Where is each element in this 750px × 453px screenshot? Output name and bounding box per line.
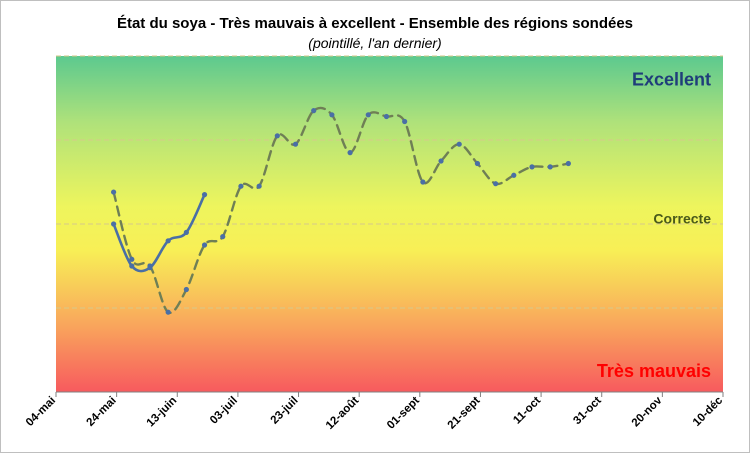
data-point: [183, 229, 189, 235]
x-tick-label: 12-août: [324, 395, 362, 433]
data-point: [311, 108, 317, 114]
y-tick-label: 5: [45, 52, 51, 63]
y-axis: 1 2 3 4 5: [45, 52, 51, 399]
data-point: [402, 118, 408, 125]
data-point: [165, 238, 171, 244]
data-point: [347, 150, 353, 156]
y-tick-label: 3: [45, 220, 51, 231]
series-1: [111, 106, 571, 315]
x-tick-label: 20-nov: [630, 394, 665, 429]
data-point: [220, 234, 226, 240]
data-point: [238, 183, 244, 189]
series-0: [111, 192, 208, 273]
x-tick-label: 23-juil: [269, 395, 301, 427]
x-axis: 04-mai 24-mai 13-juin 03-juil 23-juil 12-août…: [24, 391, 726, 433]
data-point: [474, 160, 481, 167]
x-tick-label: 21-sept: [446, 395, 483, 432]
data-point: [565, 160, 571, 167]
x-tick-label: 04-mai: [24, 395, 58, 429]
x-tick-label: 01-sept: [385, 395, 422, 432]
zone-label: Correcte: [653, 210, 711, 226]
data-point: [111, 221, 117, 227]
x-tick-label: 03-juil: [208, 395, 240, 427]
chart-subtitle: (pointillé, l'an dernier): [308, 35, 441, 51]
gridlines: [56, 55, 723, 309]
x-tick-label: 31-oct: [571, 395, 604, 428]
data-point: [256, 183, 262, 189]
data-point: [111, 189, 117, 195]
series-line: [112, 193, 206, 273]
data-point: [274, 133, 280, 139]
data-point: [129, 256, 135, 262]
data-point: [201, 192, 208, 198]
data-point: [147, 265, 153, 271]
data-point: [165, 309, 171, 315]
data-point: [420, 179, 426, 185]
zone-label: Très mauvais: [597, 361, 711, 381]
data-point: [493, 181, 499, 187]
data-point: [201, 242, 208, 248]
data-point: [511, 172, 517, 178]
data-point: [547, 164, 553, 170]
y-tick-label: 1: [45, 388, 51, 399]
chart-title: État du soya - Très mauvais à excellent …: [117, 15, 633, 32]
data-point: [438, 158, 444, 164]
data-point: [456, 141, 462, 147]
x-tick-label: 13-juin: [145, 395, 180, 430]
series-lines: [111, 106, 571, 315]
data-point: [529, 164, 535, 170]
zone-label: Excellent: [632, 70, 711, 90]
data-point: [329, 112, 335, 118]
data-point: [129, 263, 135, 269]
x-tick-label: 24-mai: [85, 395, 119, 429]
data-point: [183, 286, 189, 293]
zone-labels: Excellent Correcte Très mauvais: [597, 70, 711, 381]
y-tick-label: 2: [45, 304, 51, 315]
y-tick-label: 4: [45, 136, 51, 147]
data-point: [365, 112, 371, 118]
data-point: [383, 113, 390, 120]
x-tick-label: 10-déc: [691, 394, 726, 429]
x-tick-label: 11-oct: [511, 395, 543, 427]
data-point: [292, 141, 299, 147]
